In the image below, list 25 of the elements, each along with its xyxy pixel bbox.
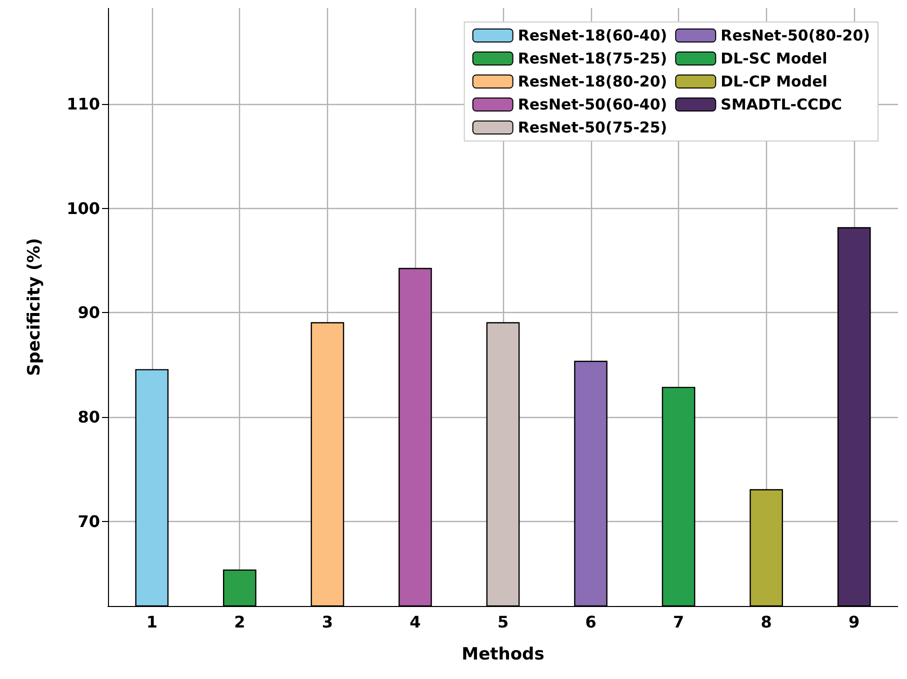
x-tick-label: 2 [234,612,246,632]
legend-label: ResNet-50(80-20) [720,26,870,44]
x-axis-title: Methods [462,644,544,664]
legend-label: DL-SC Model [720,50,828,68]
y-axis-title: Specificity (%) [24,238,44,376]
y-tick-label: 80 [78,408,100,427]
y-tick-label: 100 [66,198,100,218]
legend-label: ResNet-18(80-20) [518,72,668,90]
x-tick-label: 5 [497,612,509,632]
x-tick-label: 1 [146,612,158,632]
legend-label: ResNet-50(60-40) [518,96,668,114]
x-tick-label: 3 [322,612,334,632]
x-tick-label: 9 [848,612,860,632]
legend-label: DL-CP Model [720,72,828,90]
legend-label: ResNet-18(75-25) [518,50,668,68]
x-tick-label: 4 [410,612,421,632]
x-tick-label: 7 [672,612,684,632]
legend-label: ResNet-18(60-40) [518,26,668,44]
y-tick-label: 110 [66,94,100,114]
y-tick-label: 70 [78,512,100,531]
x-tick-label: 6 [585,612,596,632]
x-tick-label: 8 [760,612,772,632]
y-tick-label: 90 [78,303,100,322]
legend-label: SMADTL-CCDC [720,96,842,114]
legend-label: ResNet-50(75-25) [518,118,668,136]
